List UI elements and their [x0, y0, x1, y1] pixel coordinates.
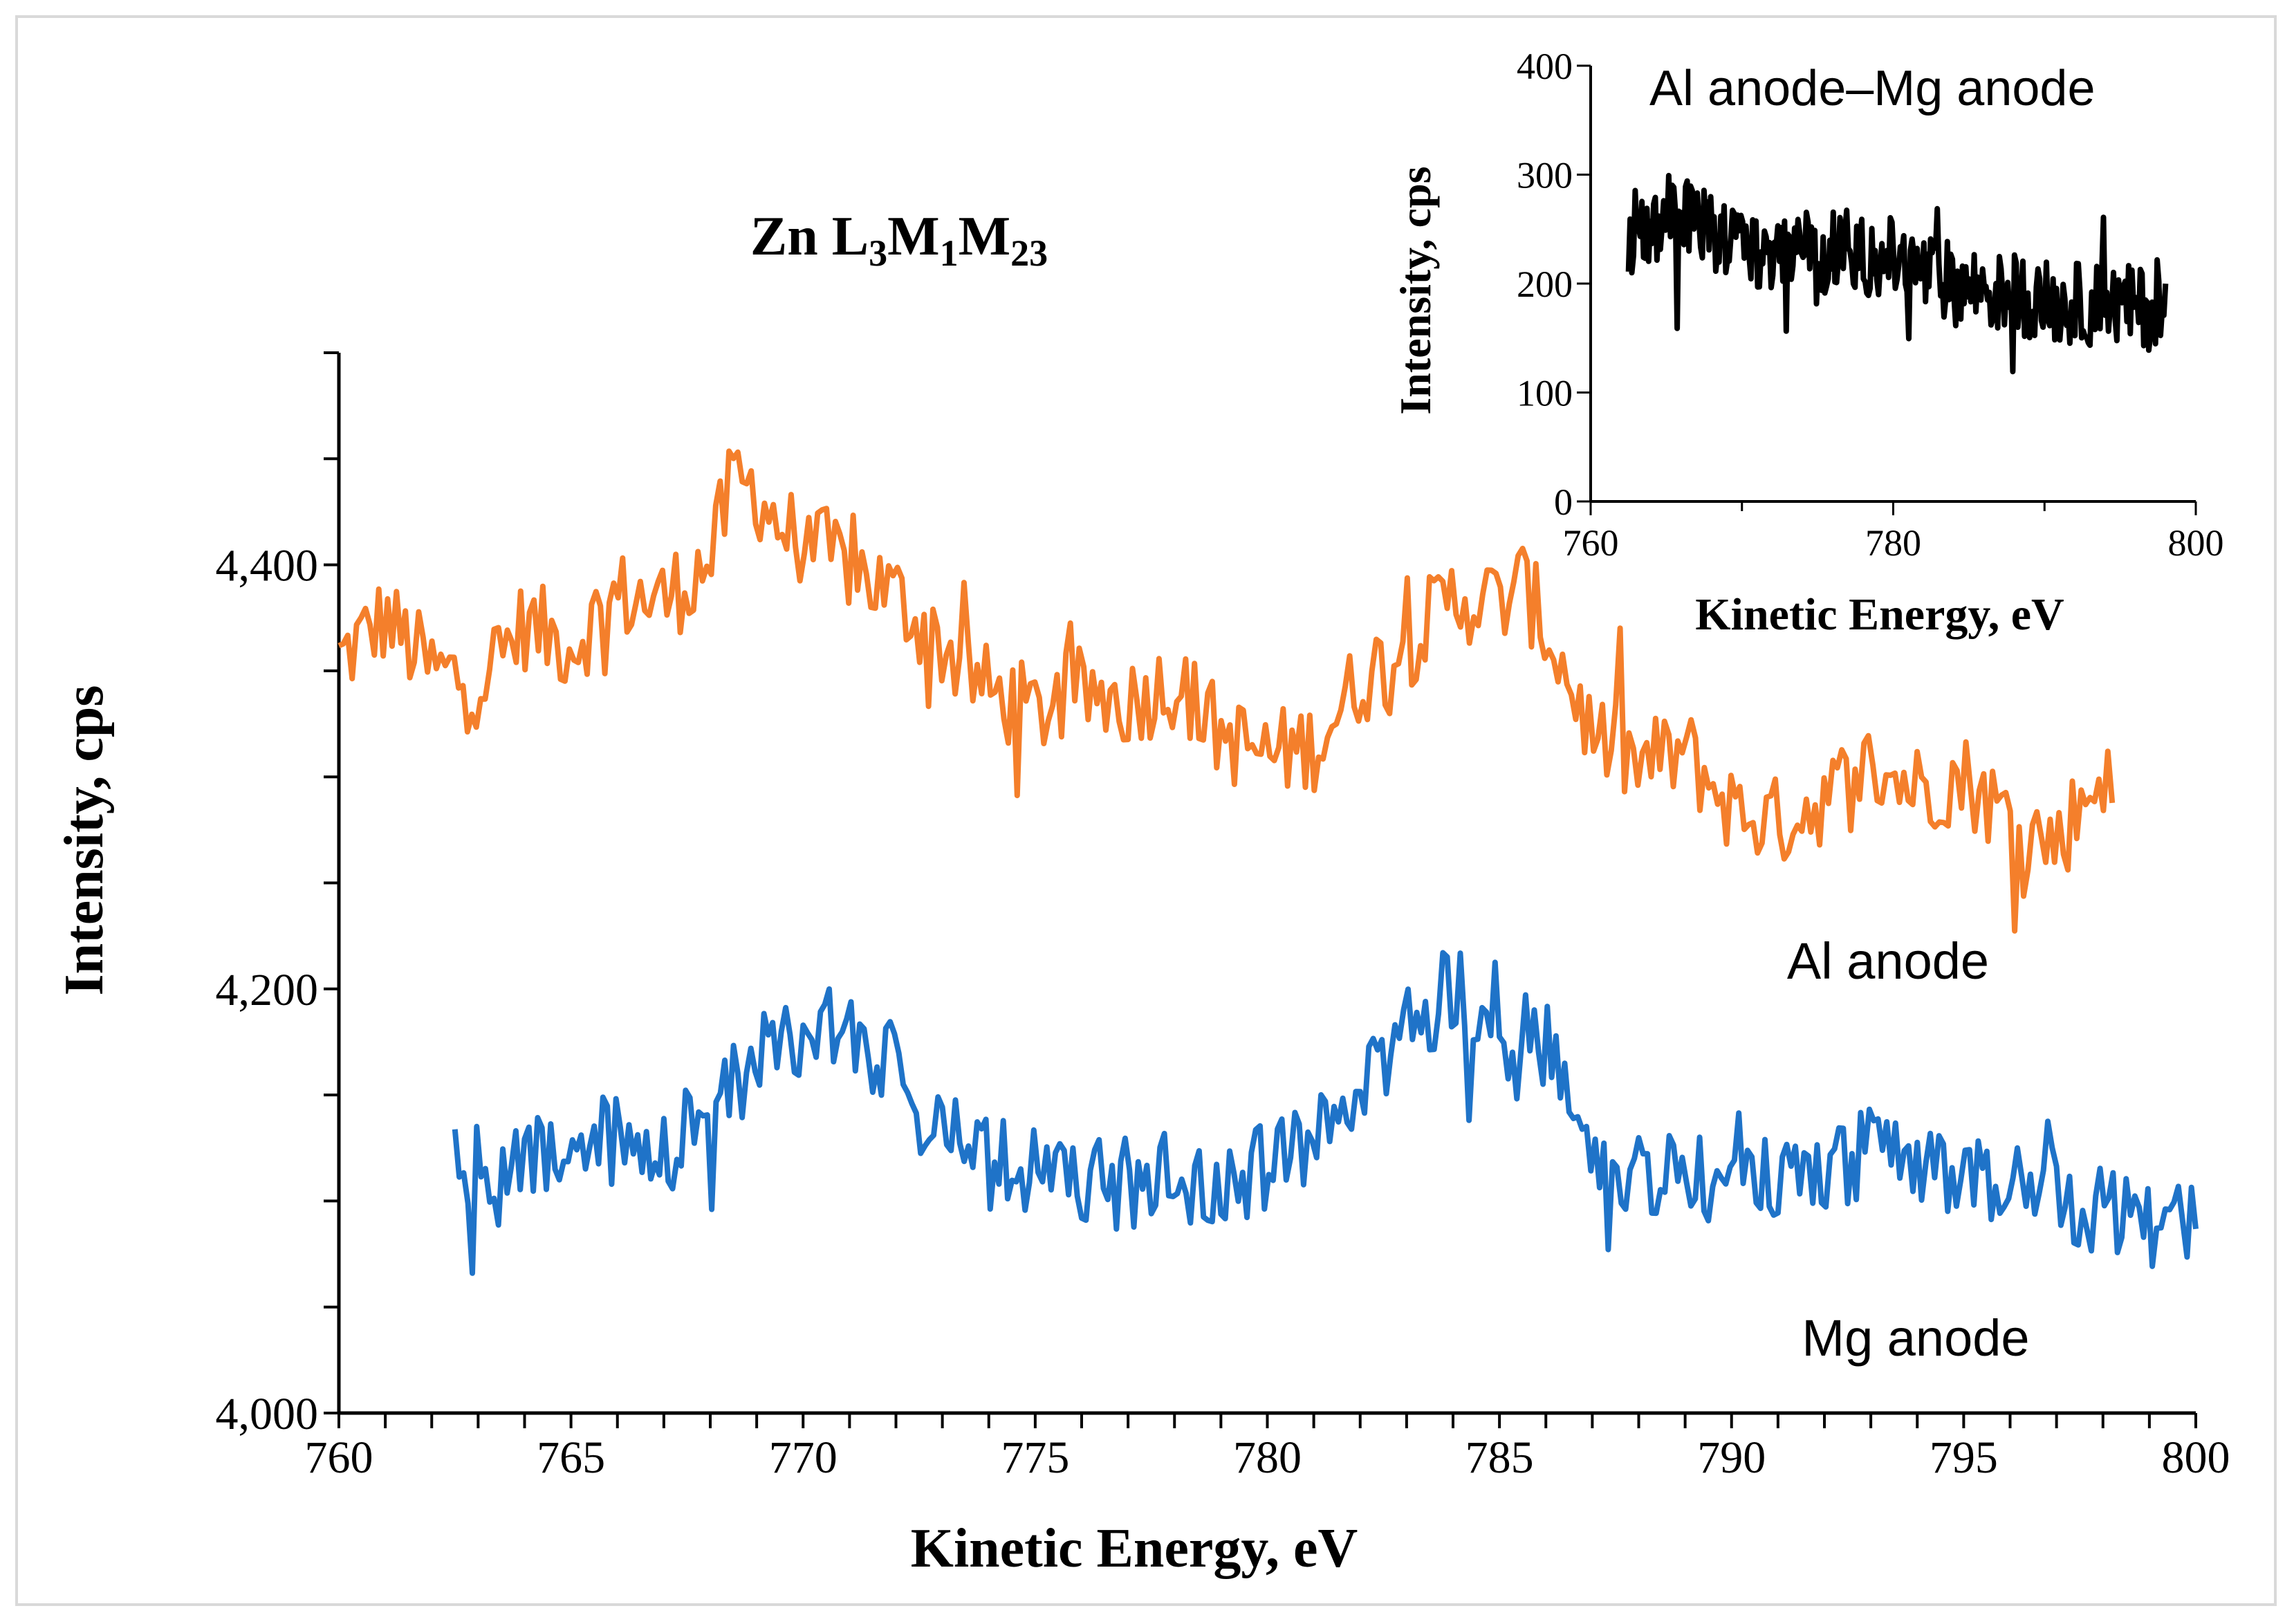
- y-tick-label: 4,000: [216, 1389, 319, 1439]
- x-tick-label: 795: [1930, 1432, 1998, 1483]
- main-axes: [324, 351, 2197, 1428]
- inset-y-axis-label: Intensity, cps: [1391, 166, 1440, 414]
- figure-frame: [15, 15, 2277, 1606]
- inset-series-group: [1625, 172, 2169, 375]
- inset-axes: [1577, 64, 2197, 515]
- x-tick-label: 800: [2162, 1432, 2230, 1483]
- series-line-mg-anode: [452, 950, 2199, 1276]
- main-y-axis-label: Intensity, cps: [54, 685, 115, 996]
- series-line-al-anode: [337, 448, 2116, 934]
- x-tick-label: 800: [2168, 522, 2224, 564]
- x-tick-label: 770: [769, 1432, 838, 1483]
- x-tick-label: 760: [305, 1432, 373, 1483]
- y-tick-label: 400: [1517, 46, 1573, 87]
- mg-anode-series-label: Mg anode: [1802, 1309, 2029, 1367]
- x-tick-label: 790: [1697, 1432, 1766, 1483]
- main-tick-labels: 760 765 770 775 780 785 790 795 800 4,000 4,200 4,4…: [216, 541, 2230, 1483]
- x-tick-label: 780: [1865, 522, 1921, 564]
- x-tick-label: 760: [1563, 522, 1619, 564]
- inset-x-axis-label: Kinetic Energy, eV: [1695, 589, 2064, 640]
- y-tick-label: 0: [1554, 481, 1573, 523]
- main-series-group: [337, 448, 2199, 1276]
- y-tick-label: 4,200: [216, 965, 319, 1015]
- series-line-al-anode-mg-anode: [1625, 172, 2169, 375]
- inset-title: Al anode–Mg anode: [1649, 61, 2096, 116]
- x-tick-label: 785: [1465, 1432, 1534, 1483]
- x-tick-label: 775: [1001, 1432, 1069, 1483]
- main-title: Zn L3M1M23: [750, 206, 1048, 274]
- y-tick-label: 4,400: [216, 541, 319, 591]
- inset-tick-labels: 760 780 800 0 100 200 300 400: [1517, 46, 2224, 564]
- x-tick-label: 780: [1233, 1432, 1302, 1483]
- main-x-axis-label: Kinetic Energy, eV: [911, 1518, 1358, 1579]
- y-tick-label: 300: [1517, 154, 1573, 196]
- al-anode-series-label: Al anode: [1787, 932, 1989, 990]
- y-tick-label: 100: [1517, 372, 1573, 414]
- y-tick-label: 200: [1517, 264, 1573, 305]
- x-tick-label: 765: [537, 1432, 605, 1483]
